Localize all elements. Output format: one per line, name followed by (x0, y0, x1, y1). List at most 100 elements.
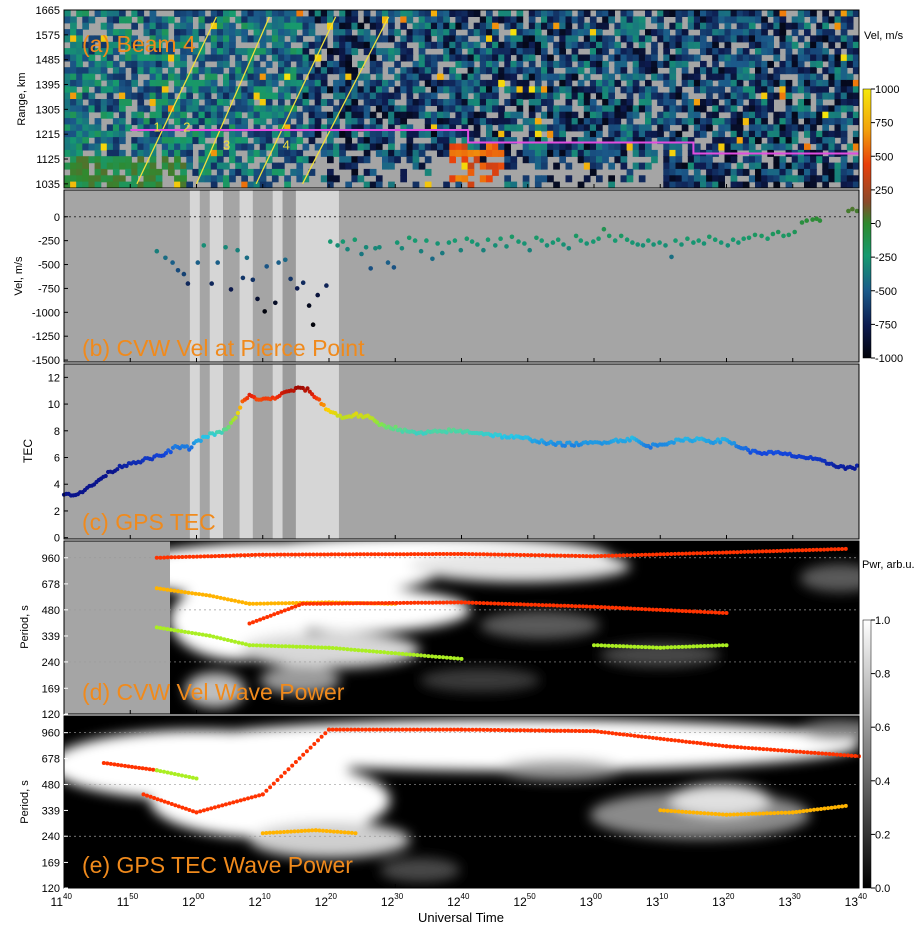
velocity-cell (119, 118, 126, 126)
y-tick-label: 240 (42, 657, 60, 669)
velocity-cell (828, 137, 836, 145)
velocity-cell (82, 73, 89, 81)
ridge-point (632, 644, 637, 649)
ridge-point (365, 601, 370, 606)
ridge-point (665, 552, 670, 557)
velocity-cell (180, 41, 187, 49)
velocity-cell (589, 168, 597, 176)
velocity-cell (241, 16, 248, 24)
velocity-cell (76, 143, 83, 151)
velocity-cell (528, 118, 536, 126)
velocity-cell (443, 35, 450, 43)
velocity-cell (100, 10, 108, 17)
velocity-cell (706, 79, 713, 87)
ridge-point (706, 610, 711, 615)
velocity-cell (553, 22, 560, 30)
ridge-point (218, 595, 223, 600)
velocity-cell (351, 99, 359, 106)
velocity-cell (748, 29, 756, 37)
colorbar-tick-label: 0.2 (875, 829, 890, 841)
ridge-point (390, 552, 395, 557)
velocity-cell (700, 181, 707, 188)
velocity-cell (235, 143, 242, 151)
velocity-cell (198, 162, 206, 170)
ridge-point (235, 799, 239, 804)
ridge-point (154, 555, 159, 560)
ridge-point (172, 628, 177, 633)
velocity-cell (516, 105, 524, 113)
ridge-point (569, 604, 574, 608)
velocity-cell (210, 29, 218, 37)
velocity-cell (492, 137, 499, 145)
ridge-point (562, 728, 567, 733)
velocity-cell (773, 162, 781, 170)
panel-d-ylabel: Period, s (19, 605, 31, 649)
velocity-cell (498, 143, 505, 151)
velocity-cell (565, 149, 573, 157)
panel-e-ylabel: Period, s (19, 780, 31, 824)
ridge-point (385, 727, 390, 732)
velocity-cell (657, 99, 664, 106)
velocity-cell (351, 168, 359, 176)
ridge-point (676, 738, 681, 743)
velocity-cell (541, 54, 548, 62)
ridge-point (419, 727, 423, 732)
velocity-cell (516, 79, 524, 87)
velocity-cell (437, 10, 444, 17)
velocity-cell (840, 10, 848, 17)
ridge-point (311, 552, 316, 557)
velocity-cell (161, 79, 169, 87)
velocity-cell (284, 149, 291, 157)
ridge-point (224, 553, 229, 558)
velocity-cell (596, 48, 603, 56)
velocity-cell (149, 130, 157, 138)
velocity-cell (363, 48, 371, 56)
velocity-cell (602, 137, 609, 145)
ridge-point (365, 552, 370, 557)
ridge-point (223, 802, 228, 807)
vel-point (244, 255, 250, 261)
vel-point (765, 236, 770, 241)
vel-point (601, 226, 607, 232)
velocity-cell (528, 143, 536, 151)
velocity-cell (186, 105, 193, 113)
velocity-cell (810, 41, 817, 49)
velocity-cell (693, 16, 701, 24)
velocity-cell (424, 67, 432, 75)
velocity-cell (382, 130, 389, 138)
velocity-cell (198, 22, 206, 30)
ridge-point (836, 804, 841, 809)
velocity-cell (779, 168, 787, 176)
velocity-cell (534, 29, 542, 37)
ridge-point (242, 797, 247, 802)
velocity-cell (675, 35, 683, 43)
velocity-cell (394, 48, 401, 56)
panel-d-ridges (154, 546, 848, 661)
velocity-cell (210, 181, 218, 188)
ridge-point (581, 729, 585, 733)
ridge-point (242, 553, 247, 558)
velocity-cell (253, 48, 261, 56)
velocity-cell (210, 118, 218, 126)
velocity-cell (64, 73, 71, 81)
vel-point (493, 243, 498, 248)
ridge-point (419, 653, 423, 658)
velocity-cell (596, 149, 603, 157)
ridge-point (695, 644, 700, 649)
velocity-cell (64, 181, 71, 188)
velocity-cell (94, 149, 102, 157)
ridge-point (249, 795, 254, 800)
ridge-point (603, 643, 607, 648)
ridge-point (383, 552, 388, 557)
ridge-point (804, 548, 808, 553)
ridge-point (363, 727, 368, 732)
vel-point (273, 300, 278, 306)
vel-point (223, 245, 228, 250)
velocity-cell (626, 124, 634, 132)
velocity-cell (675, 60, 683, 68)
velocity-cell (602, 67, 609, 75)
velocity-cell (510, 22, 518, 30)
velocity-cell (161, 73, 169, 81)
velocity-cell (125, 41, 132, 49)
